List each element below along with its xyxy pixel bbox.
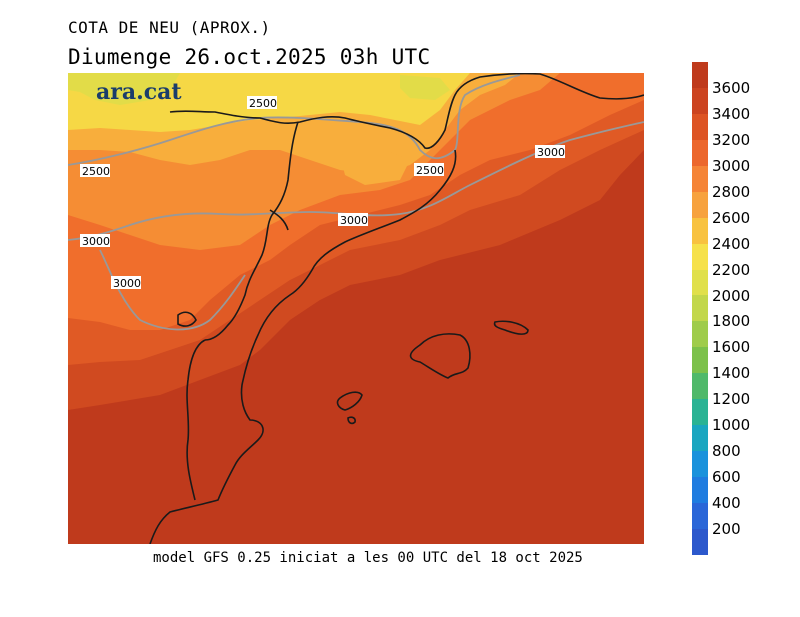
colorbar-segment bbox=[692, 502, 708, 529]
colorbar-tick-label: 800 bbox=[712, 442, 741, 461]
contour-label-box bbox=[338, 213, 368, 226]
colorbar-segment bbox=[692, 191, 708, 218]
colorbar-tick-label: 1800 bbox=[712, 312, 751, 331]
colorbar-tick-label: 2600 bbox=[712, 208, 751, 227]
contour-label-box bbox=[80, 234, 110, 247]
colorbar-tick-label: 3600 bbox=[712, 78, 751, 97]
chart-title: COTA DE NEU (APROX.) bbox=[68, 18, 271, 37]
model-run-footer: model GFS 0.25 iniciat a les 00 UTC del … bbox=[153, 550, 583, 566]
colorbar-tick-label: 1600 bbox=[712, 338, 751, 357]
colorbar-segment bbox=[692, 425, 708, 452]
contour-label: 3000 bbox=[537, 146, 565, 159]
colorbar-tick-label: 1000 bbox=[712, 416, 751, 435]
colorbar-tick-label: 400 bbox=[712, 494, 741, 513]
colorbar-segment bbox=[692, 373, 708, 400]
map-band-2000 bbox=[68, 73, 180, 105]
colorbar-tick-label: 1200 bbox=[712, 390, 751, 409]
map-patch-2400 bbox=[340, 148, 410, 185]
colorbar-segment bbox=[692, 399, 708, 426]
colorbar-segment bbox=[692, 243, 708, 270]
colorbar-segment bbox=[692, 87, 708, 114]
colorbar-segment bbox=[692, 217, 708, 244]
colorbar-segment bbox=[692, 451, 708, 477]
contour-label: 3000 bbox=[82, 235, 110, 248]
contour-label-box bbox=[535, 145, 565, 158]
colorbar-segment bbox=[692, 295, 708, 322]
contour-label-box bbox=[80, 164, 110, 177]
colorbar-segment bbox=[692, 139, 708, 166]
contour-label: 2500 bbox=[416, 164, 444, 177]
colorbar-tick-label: 200 bbox=[712, 520, 741, 539]
map-borders bbox=[149, 73, 644, 544]
map-band-2000-b bbox=[400, 75, 450, 100]
colorbar-segment bbox=[692, 321, 708, 348]
colorbar bbox=[692, 62, 708, 555]
colorbar-tick-label: 2800 bbox=[712, 182, 751, 201]
colorbar-segment bbox=[692, 528, 708, 555]
colorbar-segment bbox=[692, 165, 708, 192]
contour-label: 2500 bbox=[249, 97, 277, 110]
colorbar-segment bbox=[692, 347, 708, 374]
contour-label-box bbox=[247, 96, 277, 109]
chart-subtitle-date: Diumenge 26.oct.2025 03h UTC bbox=[68, 45, 431, 69]
colorbar-segment bbox=[692, 113, 708, 140]
colorbar-tick-label: 3000 bbox=[712, 156, 751, 175]
colorbar-segment bbox=[692, 477, 708, 503]
colorbar-segment bbox=[692, 62, 708, 88]
colorbar-segment bbox=[692, 269, 708, 296]
colorbar-tick-label: 1400 bbox=[712, 364, 751, 383]
contour-label: 3000 bbox=[340, 214, 368, 227]
aracat-logo: ara.cat bbox=[96, 79, 182, 105]
colorbar-tick-label: 3400 bbox=[712, 104, 751, 123]
colorbar-tick-label: 2200 bbox=[712, 260, 751, 279]
contour-label: 2500 bbox=[82, 165, 110, 178]
contour-labels: 2500 2500 2500 3000 3000 3000 3000 bbox=[80, 96, 565, 290]
colorbar-tick-label: 3200 bbox=[712, 130, 751, 149]
contour-label: 3000 bbox=[113, 277, 141, 290]
contour-label-box bbox=[111, 276, 141, 289]
colorbar-tick-label: 2000 bbox=[712, 286, 751, 305]
colorbar-tick-label: 2400 bbox=[712, 234, 751, 253]
colorbar-tick-label: 600 bbox=[712, 468, 741, 487]
contour-label-box bbox=[414, 163, 444, 176]
